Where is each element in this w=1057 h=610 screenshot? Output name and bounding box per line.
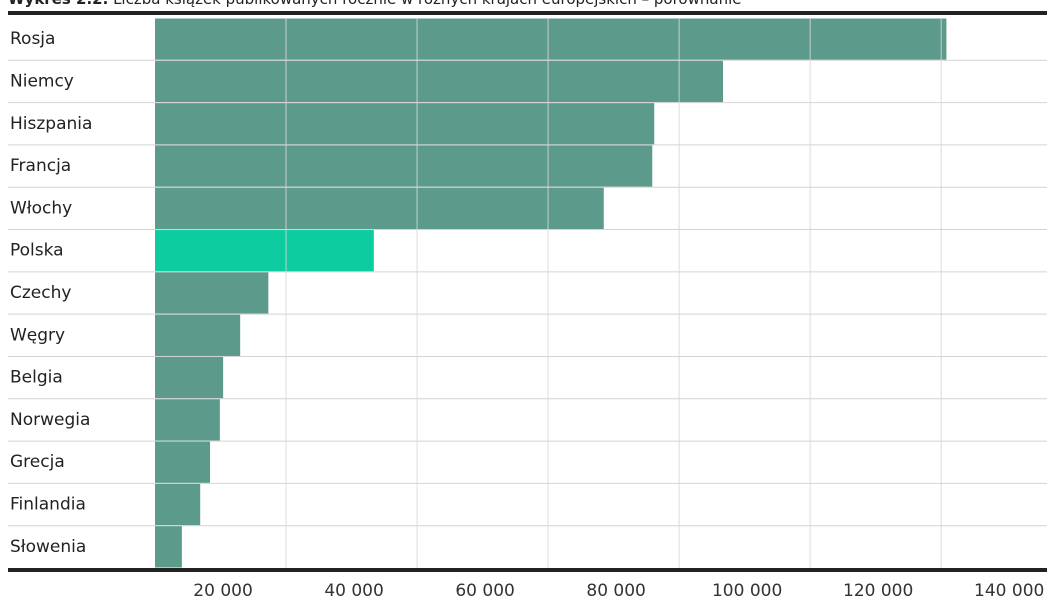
y-tick-label: Węgry [10, 325, 65, 345]
x-tick-label: 40 000 [324, 581, 383, 601]
x-tick-label: 100 000 [712, 581, 782, 601]
bar [155, 103, 655, 145]
bar [155, 356, 224, 399]
y-tick-label: Belgia [10, 368, 63, 388]
bar [155, 483, 201, 526]
bar [155, 314, 241, 356]
y-tick-label: Polska [10, 241, 64, 261]
y-tick-label: Grecja [10, 452, 65, 472]
y-tick-label: Francja [10, 156, 71, 176]
y-tick-label: Hiszpania [10, 114, 92, 134]
bar [155, 526, 182, 568]
y-tick-label: Czechy [10, 283, 71, 303]
x-tick-label: 80 000 [586, 581, 645, 601]
x-tick-label: 20 000 [193, 581, 252, 601]
bar [155, 145, 653, 187]
y-tick-label: Włochy [10, 198, 72, 218]
x-tick-label: 140 000 [974, 581, 1044, 601]
bar [155, 441, 211, 483]
title-label: Wykres 2.2. [8, 0, 108, 8]
x-tick-label: 60 000 [455, 581, 514, 601]
bar [155, 18, 947, 60]
y-tick-label: Finlandia [10, 495, 86, 515]
bar [155, 230, 374, 272]
y-tick-label: Niemcy [10, 71, 74, 91]
bar [155, 399, 220, 441]
y-tick-label: Norwegia [10, 410, 90, 430]
title-text: Liczba książek publikowanych rocznie w r… [113, 0, 741, 8]
x-tick-label: 120 000 [843, 581, 913, 601]
y-tick-label: Słowenia [10, 537, 86, 557]
bar [155, 60, 724, 103]
bar [155, 187, 604, 230]
y-tick-label: Rosja [10, 29, 55, 49]
bar [155, 272, 269, 314]
chart-title: Wykres 2.2. Liczba książek publikowanych… [8, 0, 741, 8]
